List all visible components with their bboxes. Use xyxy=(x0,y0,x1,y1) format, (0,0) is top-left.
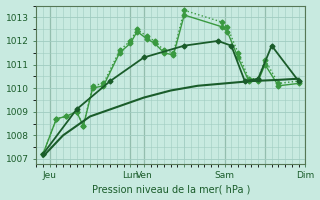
X-axis label: Pression niveau de la mer( hPa ): Pression niveau de la mer( hPa ) xyxy=(92,184,250,194)
